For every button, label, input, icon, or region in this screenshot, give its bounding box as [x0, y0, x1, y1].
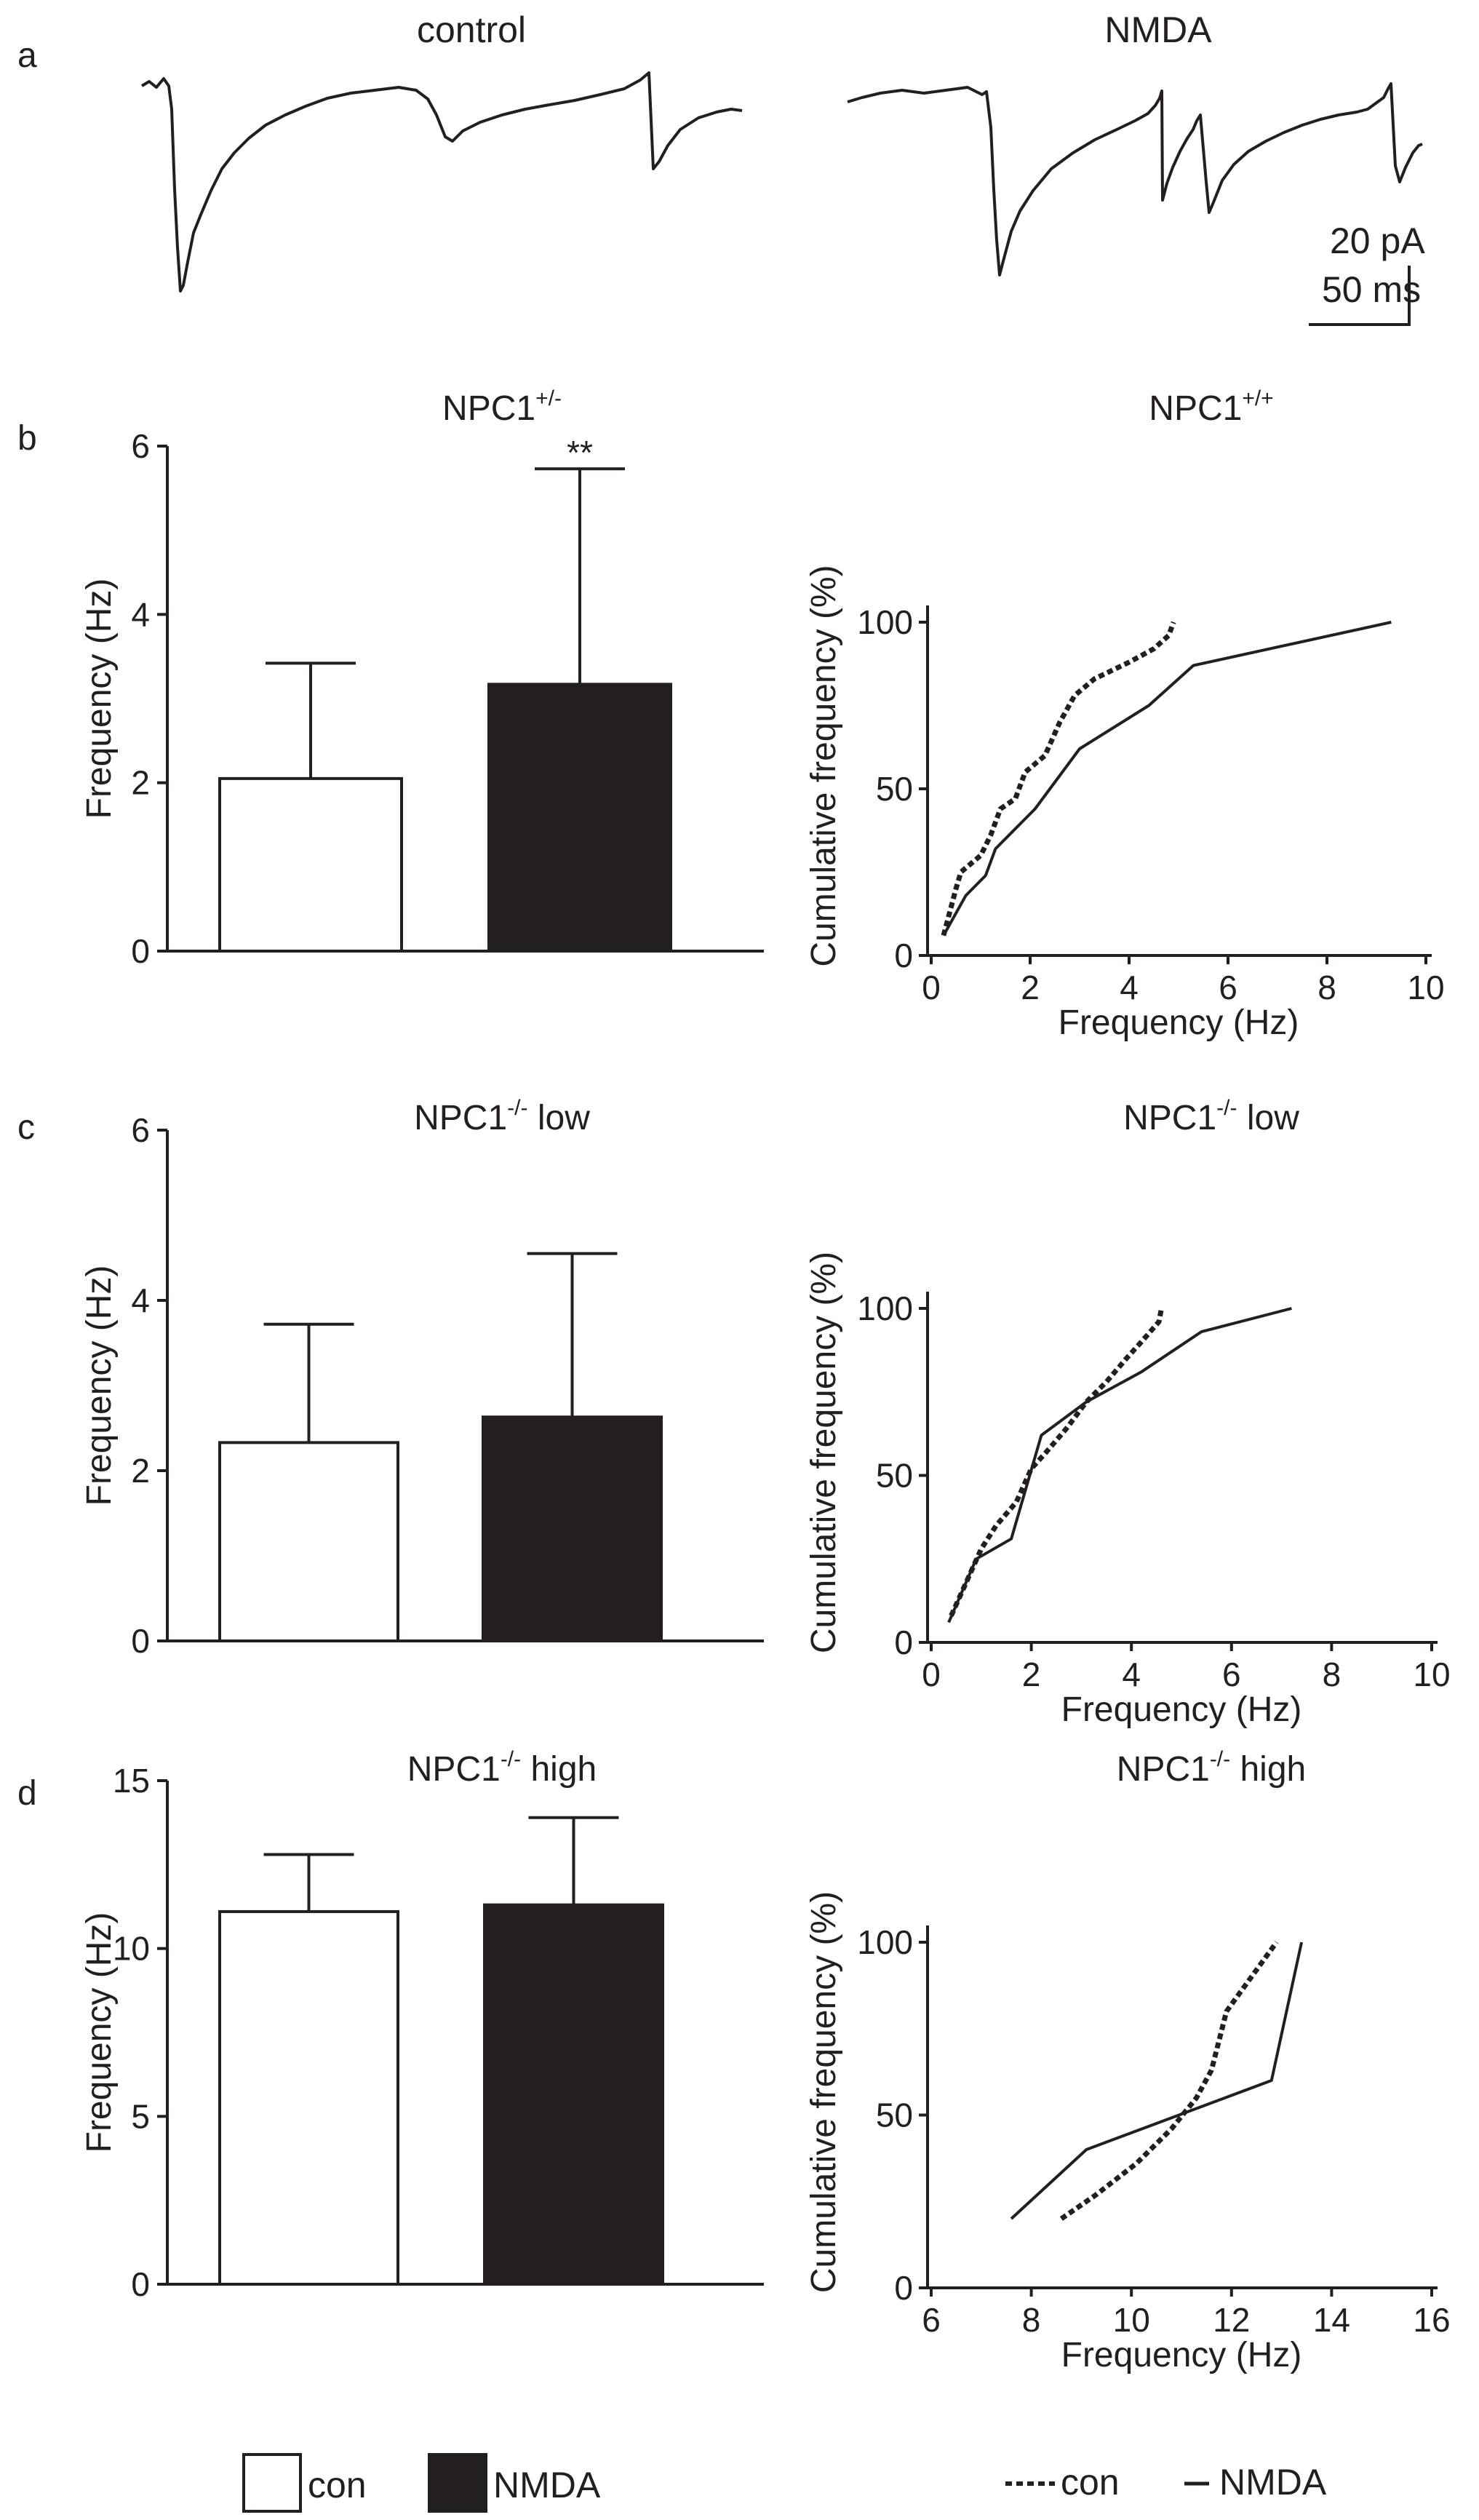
x-axis-label: Frequency (Hz) [1061, 2336, 1302, 2374]
y-axis-label: Frequency (Hz) [80, 1265, 119, 1506]
y-tick-label: 50 [876, 2096, 913, 2134]
chart-title: NPC1-/- high [407, 1747, 597, 1789]
x-tick-label: 6 [1219, 969, 1237, 1006]
bar-con [220, 779, 402, 951]
chart-b-cumulative: 0 50 100 0 2 4 6 8 10 Frequency (Hz) Cumulative fr… [805, 386, 1445, 1042]
x-tick-label: 10 [1113, 2301, 1150, 2339]
y-tick-label: 2 [131, 764, 150, 802]
legend-line-label-con: con [1061, 2462, 1120, 2503]
y-tick-label: 0 [894, 1623, 913, 1661]
line-legend: con NMDA [1005, 2462, 1327, 2503]
trace-label-control: control [417, 9, 526, 50]
x-tick-label: 8 [1323, 1656, 1342, 1693]
y-tick-label: 100 [857, 1923, 913, 1961]
y-tick-label: 2 [131, 1452, 150, 1490]
bar-con [220, 1442, 398, 1641]
significance-marker: ** [567, 434, 593, 472]
y-tick-label: 100 [857, 603, 913, 641]
x-tick-label: 16 [1413, 2301, 1450, 2339]
panel-label-a: a [17, 36, 37, 75]
x-tick-label: 2 [1021, 969, 1040, 1006]
scale-bar-amplitude: 20 pA [1330, 220, 1425, 261]
x-tick-label: 14 [1313, 2301, 1350, 2339]
x-tick-label: 6 [922, 2301, 941, 2339]
y-tick-label: 100 [857, 1289, 913, 1327]
x-tick-label: 12 [1213, 2301, 1250, 2339]
legend-swatch-nmda [429, 2455, 486, 2511]
x-tick-label: 4 [1122, 1656, 1141, 1693]
chart-d-cumulative: 0 50 100 6 8 10 12 14 16 Frequency (Hz) Cumulative… [805, 1747, 1451, 2374]
y-tick-label: 0 [131, 1622, 150, 1660]
y-tick-label: 6 [131, 427, 150, 465]
x-axis-label: Frequency (Hz) [1059, 1003, 1299, 1042]
y-tick-label: 6 [131, 1111, 150, 1149]
bar-nmda [485, 1905, 663, 2284]
y-tick-label: 0 [894, 2269, 913, 2307]
chart-title: NPC1+/- [442, 386, 562, 428]
chart-title: NPC1-/- high [1117, 1747, 1306, 1789]
bar-con [220, 1912, 398, 2284]
x-axis-label: Frequency (Hz) [1061, 1690, 1302, 1729]
bar-nmda [489, 684, 671, 951]
x-tick-label: 8 [1317, 969, 1336, 1006]
panel-label-c: c [17, 1108, 35, 1147]
trace-control [142, 73, 742, 291]
y-tick-label: 0 [131, 932, 150, 970]
y-axis-label: Frequency (Hz) [80, 579, 119, 819]
series-line-nmda [1011, 1942, 1301, 2219]
y-axis-label: Cumulative frequency (%) [805, 1252, 843, 1653]
series-line-nmda [944, 622, 1391, 936]
x-tick-label: 10 [1407, 969, 1444, 1006]
legend-label-nmda: NMDA [493, 2465, 601, 2505]
legend-label-con: con [308, 2465, 367, 2505]
y-tick-label: 50 [876, 770, 913, 808]
y-axis-label: Cumulative frequency (%) [805, 565, 843, 966]
y-axis-label: Cumulative frequency (%) [805, 1891, 843, 2293]
scale-bar-time: 50 ms [1322, 269, 1421, 310]
x-tick-label: 0 [922, 969, 941, 1006]
series-line-con [1061, 1942, 1277, 2219]
series-line-nmda [949, 1308, 1291, 1623]
y-tick-label: 4 [131, 595, 150, 633]
y-tick-label: 15 [113, 1762, 150, 1800]
x-tick-label: 6 [1222, 1656, 1241, 1693]
bar-nmda [483, 1417, 661, 1641]
y-axis-label: Frequency (Hz) [80, 1912, 119, 2153]
bar-legend: con NMDA [244, 2455, 601, 2511]
panel-label-d: d [17, 1774, 37, 1813]
chart-title: NPC1-/- low [414, 1096, 590, 1137]
y-tick-label: 4 [131, 1281, 150, 1319]
chart-title: NPC1+/+ [1149, 386, 1273, 428]
chart-title: NPC1-/- low [1123, 1096, 1299, 1137]
x-tick-label: 0 [922, 1656, 941, 1693]
legend-swatch-con [244, 2455, 300, 2511]
x-tick-label: 8 [1022, 2301, 1041, 2339]
x-tick-label: 2 [1022, 1656, 1041, 1693]
x-tick-label: 10 [1413, 1656, 1450, 1693]
y-tick-label: 0 [894, 937, 913, 974]
x-tick-label: 4 [1120, 969, 1139, 1006]
figure-canvas: a b c d control NMDA 20 pA 50 ms 0246Fre… [0, 0, 1479, 2520]
y-tick-label: 0 [131, 2265, 150, 2303]
panel-label-b: b [17, 419, 37, 458]
series-line-con [952, 1308, 1162, 1615]
y-tick-label: 5 [131, 2097, 150, 2135]
y-tick-label: 50 [876, 1457, 913, 1495]
chart-c-cumulative: 0 50 100 0 2 4 6 8 10 Frequency (Hz) Cumulative fr… [805, 1096, 1451, 1729]
legend-line-label-nmda: NMDA [1219, 2462, 1327, 2503]
trace-label-nmda: NMDA [1104, 9, 1212, 50]
chart-c-bar: 0 2 4 6 Frequency (Hz) NPC1-/- low [80, 1096, 764, 1660]
chart-b-bar: 0 2 4 6 Frequency (Hz) NPC1+/-** [80, 386, 764, 970]
